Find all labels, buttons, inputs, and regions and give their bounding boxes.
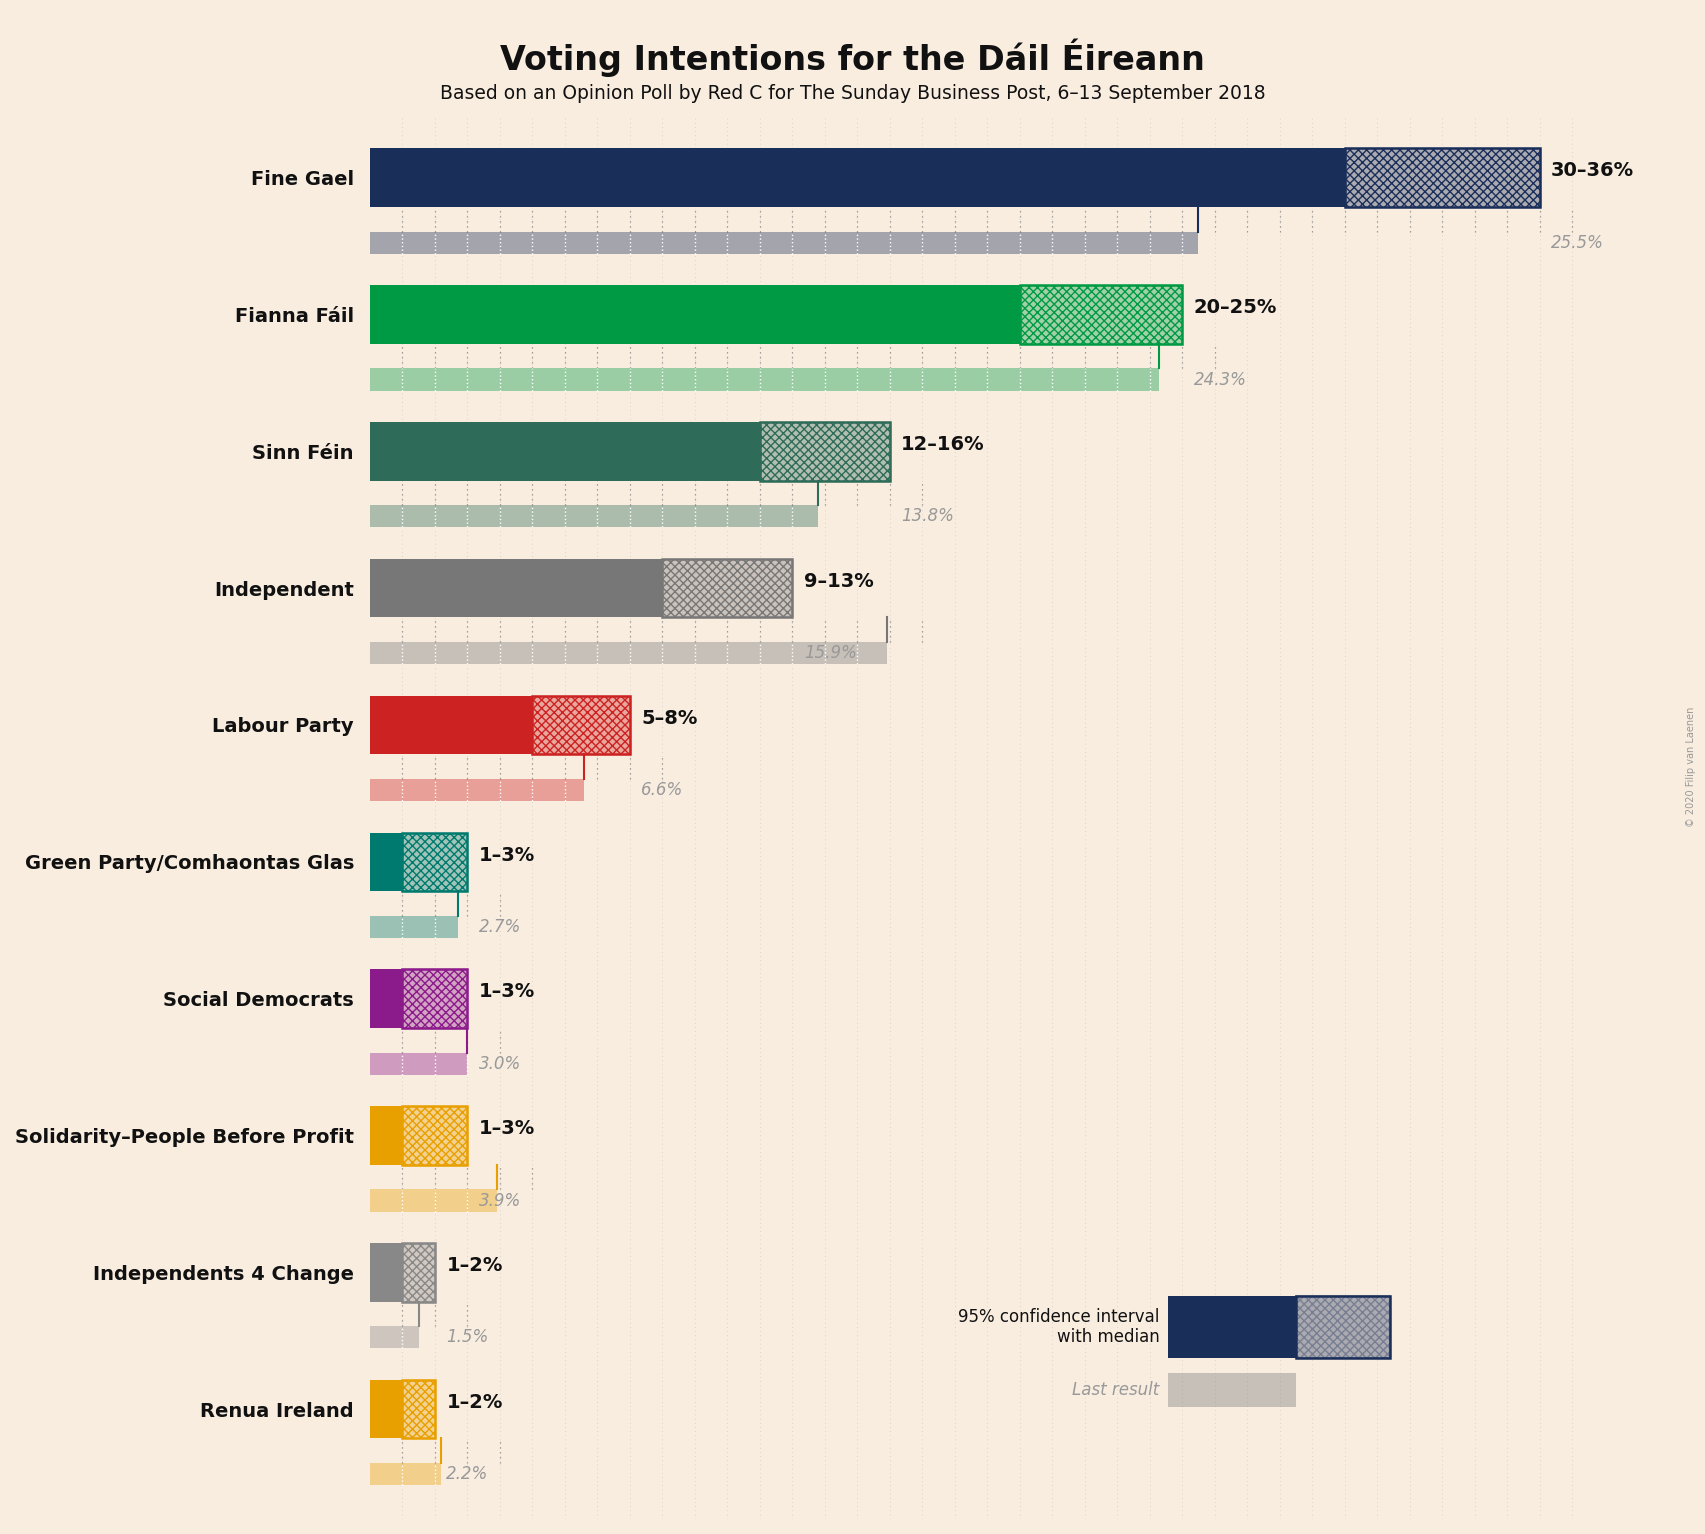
Bar: [370, 232, 1199, 253]
Text: 6.6%: 6.6%: [641, 781, 684, 799]
Bar: [370, 1381, 402, 1439]
Text: 24.3%: 24.3%: [1194, 371, 1246, 388]
Bar: [662, 558, 793, 617]
Bar: [370, 696, 532, 755]
Bar: [402, 969, 467, 1028]
Text: 13.8%: 13.8%: [902, 508, 955, 525]
Bar: [1345, 149, 1540, 207]
Bar: [402, 1243, 435, 1301]
Bar: [402, 1243, 435, 1301]
Bar: [1020, 285, 1182, 344]
Bar: [370, 1106, 402, 1164]
Bar: [532, 696, 629, 755]
Bar: [370, 505, 818, 528]
Text: 3.0%: 3.0%: [479, 1055, 522, 1072]
Bar: [370, 1243, 402, 1301]
Bar: [370, 1327, 419, 1348]
Text: 20–25%: 20–25%: [1194, 298, 1277, 318]
Bar: [662, 558, 793, 617]
Bar: [402, 1106, 467, 1164]
Bar: [370, 422, 760, 480]
Bar: [370, 285, 1020, 344]
Bar: [370, 368, 1159, 391]
Bar: [1345, 149, 1540, 207]
Text: 5–8%: 5–8%: [641, 709, 697, 727]
Text: 1.5%: 1.5%: [447, 1328, 489, 1347]
Bar: [532, 696, 629, 755]
Bar: [402, 969, 467, 1028]
Bar: [532, 696, 629, 755]
Bar: [402, 833, 467, 891]
Text: 25.5%: 25.5%: [1552, 233, 1604, 252]
Bar: [370, 969, 402, 1028]
Text: Based on an Opinion Poll by Red C for The Sunday Business Post, 6–13 September 2: Based on an Opinion Poll by Red C for Th…: [440, 84, 1265, 103]
Text: 12–16%: 12–16%: [902, 436, 985, 454]
Bar: [402, 833, 467, 891]
Bar: [1345, 149, 1540, 207]
Text: 2.2%: 2.2%: [447, 1465, 489, 1483]
Bar: [370, 149, 1345, 207]
Bar: [370, 916, 457, 937]
Bar: [402, 1381, 435, 1439]
Bar: [1020, 285, 1182, 344]
Text: 1–3%: 1–3%: [479, 845, 535, 865]
Text: 95% confidence interval
with median: 95% confidence interval with median: [958, 1307, 1159, 1347]
Bar: [370, 1463, 442, 1485]
Text: 1–2%: 1–2%: [447, 1393, 503, 1411]
Text: 1–3%: 1–3%: [479, 1120, 535, 1138]
Bar: [760, 422, 890, 480]
Text: 2.7%: 2.7%: [479, 917, 522, 936]
Bar: [662, 558, 793, 617]
Bar: [402, 1106, 467, 1164]
Text: 30–36%: 30–36%: [1552, 161, 1633, 181]
Bar: [760, 422, 890, 480]
Bar: [402, 1381, 435, 1439]
Text: 1–2%: 1–2%: [447, 1256, 503, 1275]
Text: © 2020 Filip van Laenen: © 2020 Filip van Laenen: [1686, 707, 1696, 827]
Text: Last result: Last result: [1072, 1381, 1159, 1399]
Text: 15.9%: 15.9%: [803, 644, 856, 663]
Bar: [402, 1381, 435, 1439]
Text: 9–13%: 9–13%: [803, 572, 873, 591]
Bar: [370, 558, 662, 617]
Bar: [370, 779, 585, 801]
Bar: [370, 1052, 467, 1075]
Text: 3.9%: 3.9%: [479, 1192, 522, 1209]
Bar: [402, 969, 467, 1028]
Bar: [1020, 285, 1182, 344]
Bar: [402, 833, 467, 891]
Bar: [370, 643, 887, 664]
Bar: [370, 1189, 496, 1212]
Bar: [402, 1106, 467, 1164]
Text: Voting Intentions for the Dáil Éireann: Voting Intentions for the Dáil Éireann: [500, 38, 1205, 77]
Bar: [760, 422, 890, 480]
Bar: [402, 1243, 435, 1301]
Text: 1–3%: 1–3%: [479, 982, 535, 1002]
Bar: [370, 833, 402, 891]
